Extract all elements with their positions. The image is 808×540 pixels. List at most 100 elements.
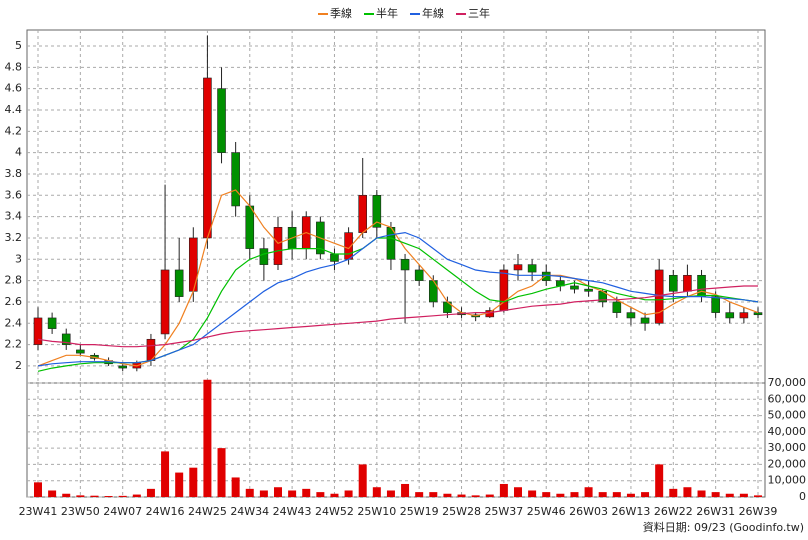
volume-bar xyxy=(344,490,353,497)
candle-body xyxy=(541,271,551,281)
volume-bar xyxy=(62,493,71,497)
x-tick-label: 23W50 xyxy=(61,505,100,518)
candle-body xyxy=(570,285,579,290)
volume-bar xyxy=(203,379,212,497)
volume-bar xyxy=(358,464,367,497)
y-tick-label: 3.4 xyxy=(5,210,23,223)
y-tick-label: 3.2 xyxy=(5,231,23,244)
candle-body xyxy=(330,253,339,262)
volume-bar xyxy=(90,495,99,497)
candle-body xyxy=(513,264,523,271)
y-tick-label: 4 xyxy=(15,146,22,159)
y2-tick-label: 30,000 xyxy=(768,441,807,454)
candle-body xyxy=(612,301,622,313)
volume-bar xyxy=(372,487,381,497)
x-tick-label: 25W46 xyxy=(527,505,566,518)
x-tick-label: 25W19 xyxy=(400,505,439,518)
volume-bar xyxy=(598,492,607,497)
volume-bar xyxy=(429,492,438,497)
volume-bar xyxy=(754,495,762,497)
y-tick-label: 2.2 xyxy=(5,338,23,351)
y-tick-label: 3.6 xyxy=(5,188,23,201)
candle-body xyxy=(358,195,368,233)
volume-bar xyxy=(514,487,522,497)
legend-label: 年線 xyxy=(422,6,444,20)
y2-tick-label: 40,000 xyxy=(768,425,807,438)
volume-bar xyxy=(485,494,494,497)
footnote: 資料日期: 09/23 (Goodinfo.tw) xyxy=(643,520,804,534)
volume-bar xyxy=(245,488,254,497)
candle-body xyxy=(654,269,664,324)
volume-bar xyxy=(612,492,621,497)
volume-bar xyxy=(302,488,311,497)
candle-body xyxy=(697,274,706,297)
volume-bar xyxy=(711,492,720,497)
y-tick-label: 5 xyxy=(15,39,22,52)
candle-body xyxy=(400,258,410,271)
volume-bar xyxy=(274,487,282,497)
candle-body xyxy=(259,248,269,265)
volume-bar xyxy=(161,451,170,497)
volume-bar xyxy=(457,494,466,497)
candle-body xyxy=(668,274,678,292)
x-tick-label: 24W43 xyxy=(273,505,312,518)
y-tick-label: 4.6 xyxy=(5,82,23,95)
volume-bar xyxy=(471,495,480,497)
volume-bar xyxy=(217,448,226,497)
y-tick-label: 2 xyxy=(15,359,22,372)
volume-bar xyxy=(556,493,565,497)
volume-bar xyxy=(725,493,734,497)
candle-body xyxy=(160,269,170,335)
volume-bar xyxy=(697,490,706,497)
y-tick-label: 3 xyxy=(15,252,22,265)
x-tick-label: 25W37 xyxy=(484,505,523,518)
x-tick-label: 25W28 xyxy=(442,505,481,518)
y-tick-label: 3.8 xyxy=(5,167,23,180)
volume-bar xyxy=(626,493,635,497)
candle-body xyxy=(76,349,85,354)
volume-bar xyxy=(76,495,85,497)
candle-body xyxy=(188,237,198,292)
candle-body xyxy=(231,152,240,207)
x-tick-label: 26W39 xyxy=(739,505,778,518)
candle-body xyxy=(584,288,593,292)
y2-tick-label: 60,000 xyxy=(768,392,807,405)
candle-body xyxy=(273,226,283,265)
candle-body xyxy=(711,296,720,313)
y2-tick-label: 70,000 xyxy=(768,376,807,389)
x-tick-label: 24W07 xyxy=(103,505,142,518)
x-tick-label: 26W13 xyxy=(612,505,651,518)
volume-bar xyxy=(528,490,537,497)
legend-label: 半年 xyxy=(376,6,398,20)
candle-body xyxy=(739,312,749,319)
volume-bar xyxy=(34,482,42,497)
x-tick-label: 24W34 xyxy=(230,505,269,518)
x-tick-label: 26W22 xyxy=(654,505,693,518)
candle-body xyxy=(725,312,735,319)
y-tick-label: 4.8 xyxy=(5,60,23,73)
volume-bar xyxy=(316,492,325,497)
volume-bar xyxy=(118,495,127,497)
y2-tick-label: 50,000 xyxy=(768,409,807,422)
legend-label: 三年 xyxy=(468,6,490,20)
y2-tick-label: 10,000 xyxy=(768,474,807,487)
volume-bar xyxy=(655,464,664,497)
candle-body xyxy=(683,274,692,292)
x-tick-label: 24W16 xyxy=(146,505,185,518)
volume-bar xyxy=(739,493,748,497)
candle-body xyxy=(61,333,71,345)
y2-tick-label: 0 xyxy=(799,490,806,503)
candle-body xyxy=(640,317,650,324)
candle-body xyxy=(414,269,424,281)
y-tick-label: 4.2 xyxy=(5,124,23,137)
candle-body xyxy=(118,365,128,369)
volume-bar xyxy=(499,483,508,497)
ma-line xyxy=(37,231,759,367)
volume-bar xyxy=(231,477,240,497)
ma-line xyxy=(37,285,758,348)
volume-bar xyxy=(415,492,424,497)
volume-bar xyxy=(641,492,650,497)
candle-body xyxy=(33,317,43,345)
x-tick-label: 23W41 xyxy=(19,505,58,518)
